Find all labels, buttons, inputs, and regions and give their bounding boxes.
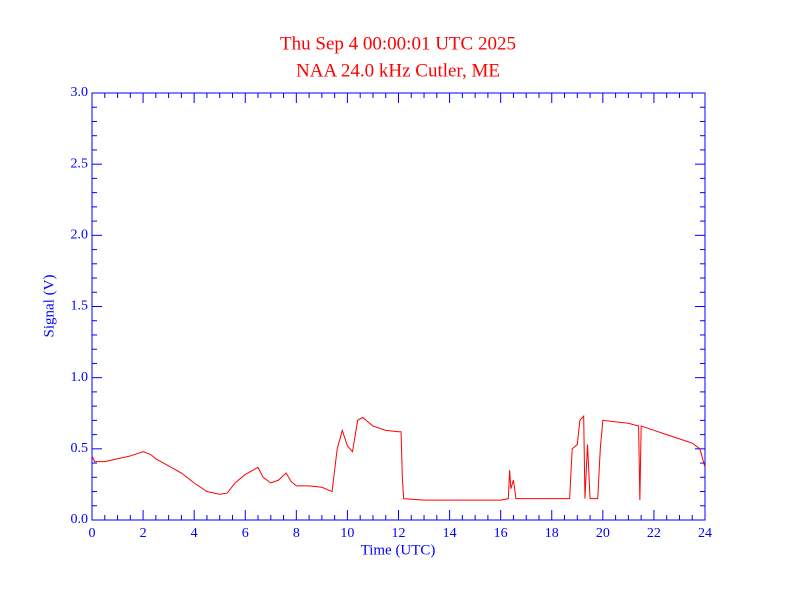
y-tick-label: 0.5 <box>71 441 89 456</box>
chart-subtitle: NAA 24.0 kHz Cutler, ME <box>296 60 500 81</box>
x-tick-label: 4 <box>191 526 198 541</box>
x-tick-label: 12 <box>392 526 406 541</box>
y-tick-label: 0.0 <box>71 512 89 527</box>
y-tick-label: 1.0 <box>71 370 89 385</box>
y-axis-label: Signal (V) <box>41 275 57 338</box>
y-tick-label: 2.0 <box>71 228 89 243</box>
y-tick-label: 1.5 <box>71 299 89 314</box>
x-tick-label: 18 <box>545 526 559 541</box>
x-tick-label: 0 <box>89 526 96 541</box>
x-tick-label: 10 <box>340 526 354 541</box>
x-tick-label: 22 <box>647 526 661 541</box>
x-tick-label: 16 <box>494 526 508 541</box>
x-tick-label: 20 <box>596 526 610 541</box>
x-tick-label: 6 <box>242 526 249 541</box>
plot-frame <box>91 92 706 521</box>
x-tick-label: 14 <box>443 526 457 541</box>
x-tick-label: 24 <box>698 526 712 541</box>
x-axis-label: Time (UTC) <box>361 542 436 558</box>
x-tick-label: 8 <box>293 526 300 541</box>
x-tick-label: 2 <box>140 526 147 541</box>
chart-title: Thu Sep 4 00:00:01 UTC 2025 <box>280 33 516 54</box>
y-tick-label: 3.0 <box>71 85 89 100</box>
signal-line <box>91 414 706 501</box>
y-tick-label: 2.5 <box>71 156 89 171</box>
